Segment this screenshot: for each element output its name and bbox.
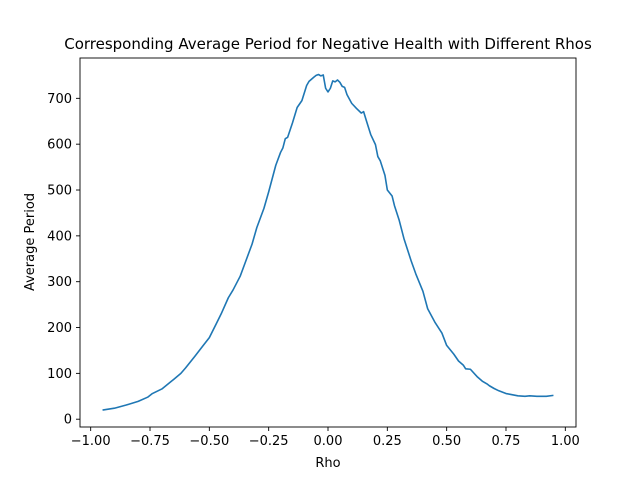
- y-tick-label: 0: [64, 413, 72, 428]
- x-tick-label: 0.00: [314, 434, 343, 449]
- y-tick-label: 700: [47, 92, 72, 107]
- series-line-0: [102, 73, 554, 411]
- x-tick-label: 0.50: [432, 434, 461, 449]
- x-tick-label: −0.25: [249, 434, 289, 449]
- y-tick-label: 100: [47, 367, 72, 382]
- y-axis-label: Average Period: [23, 193, 38, 291]
- y-tick-label: 400: [47, 229, 72, 244]
- y-axis-ticks: 0 100 200 300 400 500 600 700: [47, 92, 80, 428]
- y-tick-label: 500: [47, 184, 72, 199]
- x-tick-label: 0.75: [492, 434, 521, 449]
- x-tick-label: 1.00: [551, 434, 580, 449]
- x-tick-label: −1.00: [71, 434, 111, 449]
- x-tick-label: −0.75: [130, 434, 170, 449]
- x-axis-label: Rho: [315, 456, 340, 471]
- y-tick-label: 300: [47, 275, 72, 290]
- chart-title: Corresponding Average Period for Negativ…: [64, 35, 592, 53]
- x-tick-label: −0.50: [189, 434, 229, 449]
- x-axis-ticks: −1.00 −0.75 −0.50 −0.25 0.00 0.25 0.50 0.75 1.00: [71, 427, 580, 449]
- x-tick-label: 0.25: [373, 434, 402, 449]
- y-tick-label: 200: [47, 321, 72, 336]
- axes-frame: [79, 57, 577, 428]
- y-tick-label: 600: [47, 138, 72, 153]
- plot-area: [79, 57, 577, 428]
